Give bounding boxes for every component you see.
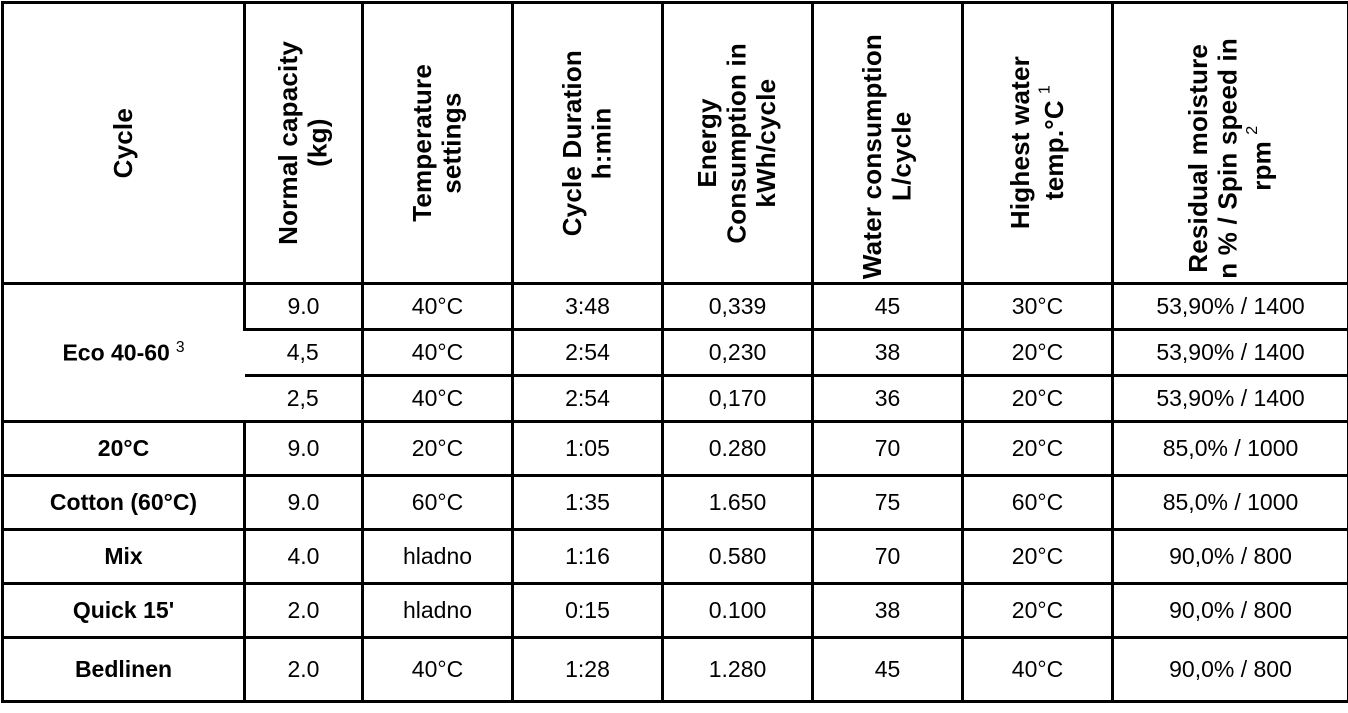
cell-duration: 0:15 xyxy=(511,582,663,638)
cell-temperature: 40°C xyxy=(361,328,513,376)
cell-duration: 1:28 xyxy=(511,636,663,702)
footnote-marker-3: 3 xyxy=(175,338,185,356)
footnote-marker-1: 1 xyxy=(1035,85,1054,95)
cell-energy: 1.650 xyxy=(661,474,813,530)
cell-highest-temp: 20°C xyxy=(961,374,1113,422)
table-row-mix: Mix 4.0 hladno 1:16 0.580 70 20°C 90,0% … xyxy=(2,528,1348,584)
cell-duration: 1:35 xyxy=(511,474,663,530)
header-label-temperature: Temperature settings xyxy=(407,64,467,222)
cell-energy: 0,170 xyxy=(661,374,813,422)
cell-highest-temp: 40°C xyxy=(961,636,1113,702)
header-cell-residual: Residual moisture n % / Spin speed in rp… xyxy=(1111,2,1348,284)
cycle-name: Eco 40-60 xyxy=(62,339,170,366)
header-label-water: Water consumption L/cycle xyxy=(857,33,917,279)
cell-temperature: 60°C xyxy=(361,474,513,530)
header-label-cycle: Cycle xyxy=(107,107,138,179)
cell-duration: 1:16 xyxy=(511,528,663,584)
cell-cycle: Quick 15' xyxy=(2,582,245,638)
cell-duration: 3:48 xyxy=(511,282,663,330)
cell-water: 75 xyxy=(811,474,963,530)
cell-residual: 90,0% / 800 xyxy=(1111,528,1348,584)
header-cell-temperature: Temperature settings xyxy=(361,2,513,284)
header-cell-capacity: Normal capacity (kg) xyxy=(243,2,363,284)
cell-energy: 1.280 xyxy=(661,636,813,702)
cell-temperature: 20°C xyxy=(361,420,513,476)
header-label-energy: Energy Consumption in kWh/cycle xyxy=(692,42,782,244)
cell-temperature: 40°C xyxy=(361,636,513,702)
cell-temperature: hladno xyxy=(361,582,513,638)
cell-residual: 85,0% / 1000 xyxy=(1111,420,1348,476)
cell-cycle: Bedlinen xyxy=(2,636,245,702)
cell-water: 45 xyxy=(811,282,963,330)
table-row-quick: Quick 15' 2.0 hladno 0:15 0.100 38 20°C … xyxy=(2,582,1348,638)
cell-cycle: Mix xyxy=(2,528,245,584)
cell-water: 38 xyxy=(811,582,963,638)
cell-residual: 53,90% / 1400 xyxy=(1111,282,1348,330)
cell-highest-temp: 20°C xyxy=(961,582,1113,638)
table-row-cotton: Cotton (60°C) 9.0 60°C 1:35 1.650 75 60°… xyxy=(2,474,1348,530)
header-label-duration: Cycle Duration h:min xyxy=(557,49,617,237)
cell-residual: 85,0% / 1000 xyxy=(1111,474,1348,530)
cell-highest-temp: 30°C xyxy=(961,282,1113,330)
header-cell-highest-temp: Highest water temp.°C1 xyxy=(961,2,1113,284)
header-label-capacity: Normal capacity (kg) xyxy=(273,41,333,245)
cell-duration: 2:54 xyxy=(511,374,663,422)
table-row-bedlinen: Bedlinen 2.0 40°C 1:28 1.280 45 40°C 90,… xyxy=(2,636,1348,702)
header-label-highest-temp-text: Highest water temp.°C xyxy=(1004,56,1069,230)
cell-energy: 0,339 xyxy=(661,282,813,330)
cell-capacity: 9.0 xyxy=(243,474,363,530)
footnote-marker-2: 2 xyxy=(1242,126,1261,136)
cell-residual: 53,90% / 1400 xyxy=(1111,374,1348,422)
cell-capacity: 9.0 xyxy=(243,282,363,330)
cell-water: 45 xyxy=(811,636,963,702)
cell-water: 36 xyxy=(811,374,963,422)
cell-residual: 53,90% / 1400 xyxy=(1111,328,1348,376)
header-label-residual-text: Residual moisture n % / Spin speed in rp… xyxy=(1183,38,1277,279)
header-cell-water: Water consumption L/cycle xyxy=(811,2,963,284)
cell-capacity: 2,5 xyxy=(244,374,363,422)
table-row-eco-2: 4,5 40°C 2:54 0,230 38 20°C 53,90% / 140… xyxy=(3,328,1348,376)
header-row: Cycle Normal capacity (kg) Temperature s… xyxy=(2,2,1348,284)
cell-highest-temp: 60°C xyxy=(961,474,1113,530)
cell-cycle: 20°C xyxy=(2,420,245,476)
header-label-residual: Residual moisture n % / Spin speed in rp… xyxy=(1183,38,1277,279)
header-cell-energy: Energy Consumption in kWh/cycle xyxy=(661,2,813,284)
cell-temperature: 40°C xyxy=(361,374,513,422)
cell-residual: 90,0% / 800 xyxy=(1111,636,1348,702)
cell-highest-temp: 20°C xyxy=(961,420,1113,476)
cell-highest-temp: 20°C xyxy=(961,528,1113,584)
cell-water: 70 xyxy=(811,528,963,584)
cell-water: 70 xyxy=(811,420,963,476)
cell-energy: 0.580 xyxy=(661,528,813,584)
header-cell-duration: Cycle Duration h:min xyxy=(511,2,663,284)
cell-capacity: 9.0 xyxy=(243,420,363,476)
cell-cycle-eco: Eco 40-60 3 xyxy=(2,282,245,422)
cell-energy: 0.280 xyxy=(661,420,813,476)
cell-energy: 0,230 xyxy=(661,328,813,376)
cell-duration: 2:54 xyxy=(511,328,663,376)
cell-residual: 90,0% / 800 xyxy=(1111,582,1348,638)
cell-capacity: 4.0 xyxy=(243,528,363,584)
cell-temperature: 40°C xyxy=(361,282,513,330)
cell-energy: 0.100 xyxy=(661,582,813,638)
cell-highest-temp: 20°C xyxy=(961,328,1113,376)
cell-capacity: 2.0 xyxy=(243,582,363,638)
table-row-eco-3: 2,5 40°C 2:54 0,170 36 20°C 53,90% / 140… xyxy=(3,374,1348,422)
cell-capacity: 4,5 xyxy=(244,328,363,376)
cell-temperature: hladno xyxy=(361,528,513,584)
cell-capacity: 2.0 xyxy=(243,636,363,702)
cell-water: 38 xyxy=(811,328,963,376)
cell-cycle: Cotton (60°C) xyxy=(2,474,245,530)
table-row-eco-1: Eco 40-60 3 9.0 40°C 3:48 0,339 45 30°C 5… xyxy=(2,282,1348,422)
header-cell-cycle: Cycle xyxy=(2,2,245,284)
table-row-20c: 20°C 9.0 20°C 1:05 0.280 70 20°C 85,0% /… xyxy=(2,420,1348,476)
cell-duration: 1:05 xyxy=(511,420,663,476)
header-label-highest-temp: Highest water temp.°C1 xyxy=(1004,56,1069,230)
